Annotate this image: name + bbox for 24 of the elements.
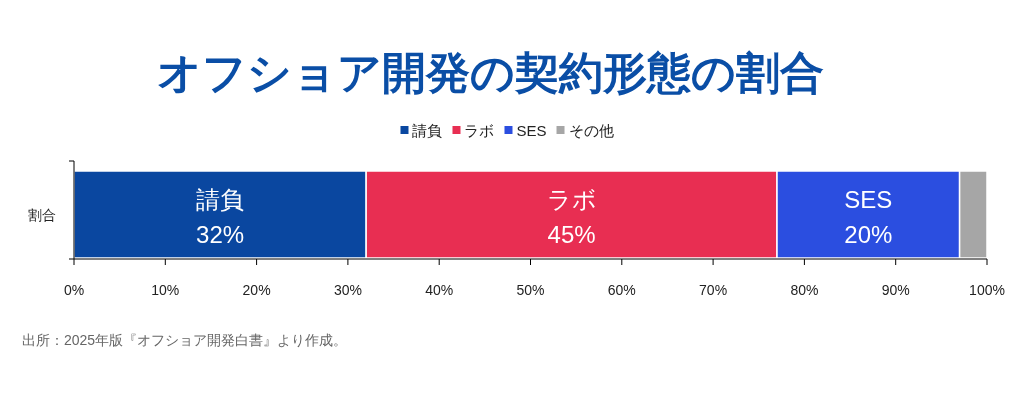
title: オフショア開発の契約形態の割合 <box>156 48 824 97</box>
x-tick-label: 40% <box>425 282 454 298</box>
text: 出所：2025年版『オフショア開発白書』より作成。 <box>22 332 348 348</box>
x-tick-label: 30% <box>333 282 362 298</box>
x-tick-label: 50% <box>516 282 545 298</box>
x-tick-label: 90% <box>881 282 910 298</box>
x-tick-label: 0% <box>63 282 85 298</box>
x-tick-label: 100% <box>969 282 1005 298</box>
text: ラボ <box>464 122 495 139</box>
x-tick-label: 70% <box>699 282 728 298</box>
legend-label: 請負 <box>412 122 443 139</box>
data-label: 32% <box>196 221 245 249</box>
x-tick-label: 20% <box>242 282 271 298</box>
series-label: ラボ <box>546 185 597 213</box>
text: SES <box>844 185 893 213</box>
legend-label: その他 <box>568 122 614 139</box>
data-label: 20% <box>844 221 893 249</box>
x-tick-label: 10% <box>151 282 180 298</box>
text: 請負 <box>196 185 245 213</box>
data-label: 45% <box>547 221 596 249</box>
legend-label: SES <box>516 122 547 139</box>
x-tick-label: 80% <box>790 282 819 298</box>
x-tick-label: 60% <box>607 282 636 298</box>
y-tick-label: 割合 <box>28 206 56 223</box>
